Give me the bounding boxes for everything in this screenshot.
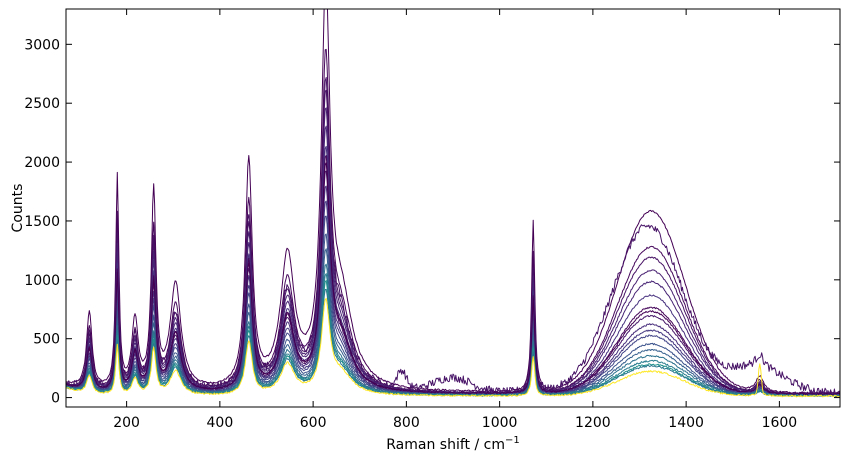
spectrum-series-1 — [66, 9, 840, 394]
y-tick-label: 0 — [51, 391, 60, 407]
spectrum-series-20 — [66, 297, 840, 398]
x-tick-label: 1400 — [668, 415, 704, 431]
y-tick-label: 1000 — [24, 273, 60, 289]
x-axis-label: Raman shift / cm−1 — [386, 435, 519, 453]
x-axis: 200 400 600 800 1000 1200 1400 1600 — [113, 9, 797, 431]
y-tick-label: 2500 — [24, 96, 60, 112]
x-tick-label: 600 — [300, 415, 327, 431]
x-tick-label: 800 — [393, 415, 420, 431]
x-tick-label: 200 — [113, 415, 140, 431]
x-tick-label: 1000 — [482, 415, 518, 431]
y-tick-label: 3000 — [24, 37, 60, 53]
y-tick-label: 500 — [33, 332, 60, 348]
y-axis: 0 500 1000 1500 2000 2500 3000 — [24, 37, 840, 407]
y-axis-label: Counts — [10, 184, 26, 233]
x-tick-label: 1200 — [575, 415, 611, 431]
y-tick-label: 2000 — [24, 155, 60, 171]
spectrum-series-19 — [66, 162, 840, 396]
plot-frame — [65, 8, 841, 408]
x-tick-label: 400 — [207, 415, 234, 431]
x-tick-label: 1600 — [762, 415, 798, 431]
y-tick-label: 1500 — [24, 214, 60, 230]
series-group — [66, 9, 840, 398]
